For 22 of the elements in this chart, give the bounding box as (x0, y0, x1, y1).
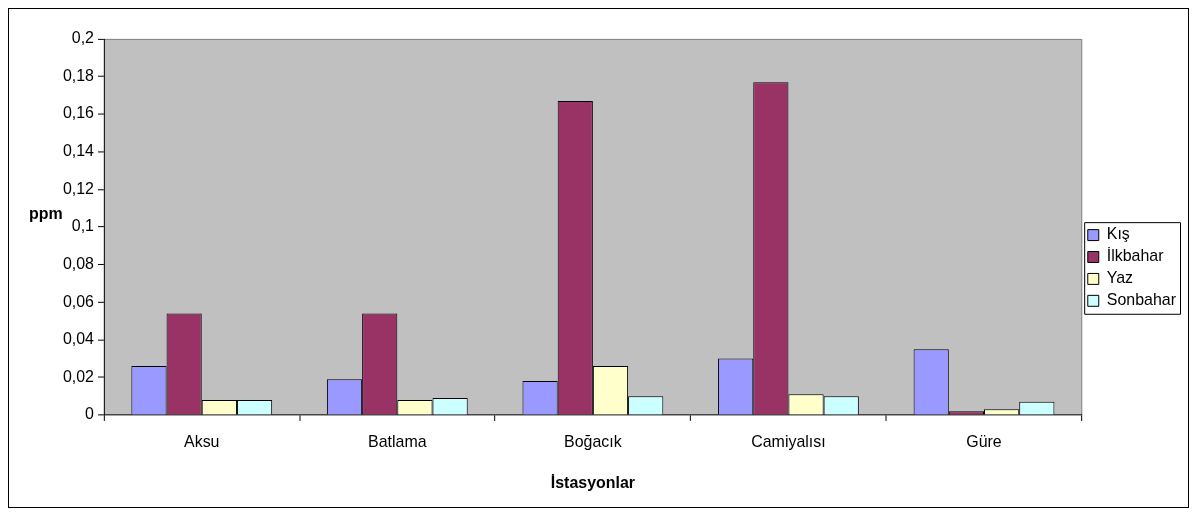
x-tick-label: Camiyalısı (751, 432, 826, 450)
legend-label: Sonbahar (1106, 291, 1177, 309)
y-tick-label: 0,06 (62, 292, 95, 310)
x-tick-label: Boğacık (564, 432, 622, 450)
legend-label: Kış (1106, 225, 1130, 243)
y-tick-label: 0,14 (62, 142, 95, 160)
x-axis-title: İstasyonlar (550, 473, 636, 491)
y-tick-label: 0,12 (62, 179, 95, 197)
y-tick-label: 0,08 (62, 254, 95, 272)
y-axis-title: ppm (28, 205, 63, 223)
x-tick-label: Batlama (368, 432, 427, 450)
x-tick-label: Güre (966, 432, 1002, 450)
y-tick-label: 0 (85, 405, 95, 423)
legend-label: İlkbahar (1106, 246, 1165, 265)
y-tick-label: 0,18 (62, 66, 95, 84)
y-tick-label: 0,02 (62, 367, 95, 385)
x-tick-label: Aksu (184, 432, 220, 450)
y-tick-label: 0,2 (71, 29, 95, 47)
y-tick-label: 0,04 (62, 330, 95, 348)
y-tick-label: 0,16 (62, 104, 95, 122)
y-tick-label: 0,1 (71, 217, 95, 235)
legend-label: Yaz (1106, 269, 1134, 287)
